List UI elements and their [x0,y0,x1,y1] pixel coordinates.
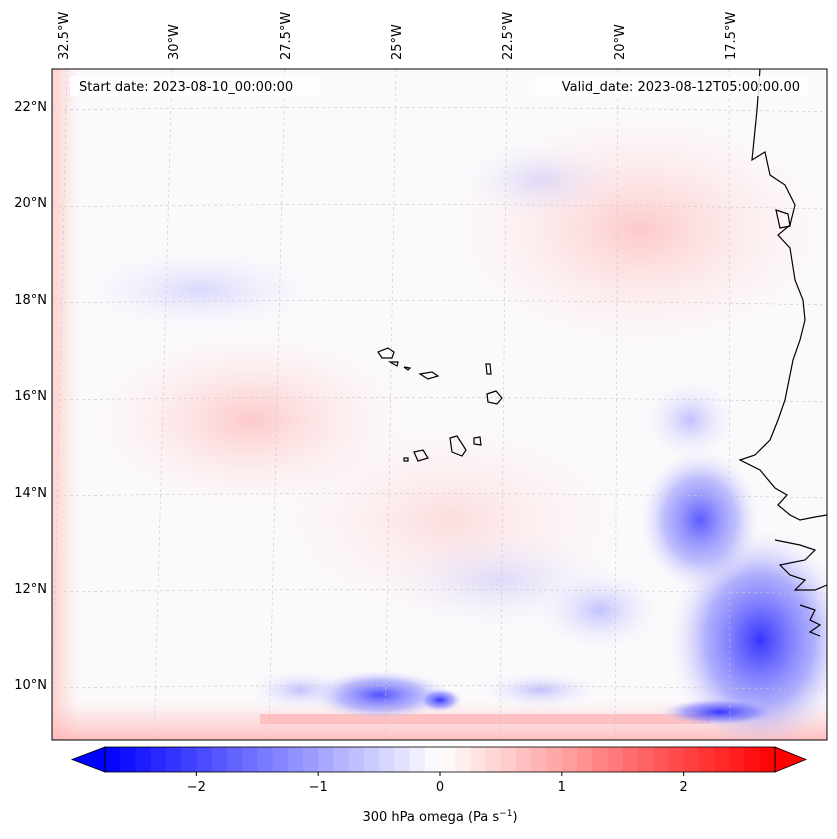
colorbar-segment [424,747,441,772]
colorbar-segment [668,747,685,772]
colorbar-segment [698,747,715,772]
colorbar-segment [272,747,289,772]
colorbar-segment [379,747,395,772]
colorbar-segment [211,747,228,772]
colorbar-segment [150,747,167,772]
lon-label: 27.5°W [279,12,294,60]
colorbar-segment [485,747,502,772]
colorbar-segment [531,747,548,772]
colorbar-max-extend [774,746,808,773]
colorbar-tick-label: −1 [309,780,328,795]
lat-label: 12°N [14,582,47,597]
lon-label: 22.5°W [501,12,516,60]
lat-label: 22°N [14,100,47,115]
colorbar-segment [577,747,593,772]
colorbar-label: 300 hPa omega (Pa s−1) [362,809,517,825]
colorbar-segment [196,747,213,772]
colorbar-segments [105,747,776,772]
lon-label: 25°W [390,24,405,60]
graticule [52,69,827,740]
colorbar-tick-label: −2 [187,780,206,795]
lat-label: 16°N [14,389,47,404]
lat-label: 20°N [14,196,47,211]
coastline [377,69,827,637]
colorbar-segment [561,747,578,772]
lat-label: 14°N [14,486,47,501]
start-date-label: Start date: 2023-08-10_00:00:00 [79,80,293,95]
colorbar: −2 −1 0 1 2 300 hPa omega (Pa s−1) [70,746,808,825]
colorbar-segment [470,747,487,772]
lat-label: 10°N [14,678,47,693]
colorbar-segment [257,747,273,772]
colorbar-segment [455,747,471,772]
colorbar-segment [333,747,350,772]
colorbar-segment [714,747,730,772]
colorbar-segment [242,747,258,772]
colorbar-segment [165,747,182,772]
colorbar-segment [744,747,761,772]
lat-label: 18°N [14,293,47,308]
latitude-labels: 22°N 20°N 18°N 16°N 14°N 12°N 10°N [14,100,47,693]
colorbar-segment [287,747,304,772]
colorbar-segment [607,747,624,772]
colorbar-segment [409,747,426,772]
lon-label: 32.5°W [57,12,72,60]
colorbar-ticks: −2 −1 0 1 2 [187,772,688,795]
longitude-labels: 32.5°W 30°W 27.5°W 25°W 22.5°W 20°W 17.5… [57,12,739,60]
colorbar-segment [318,747,334,772]
colorbar-segment [181,747,197,772]
valid-date-label: Valid_date: 2023-08-12T05:00:00.00 [562,80,800,95]
colorbar-segment [759,747,776,772]
colorbar-segment [302,747,319,772]
colorbar-segment [622,747,639,772]
lon-label: 17.5°W [724,12,739,60]
colorbar-tick-label: 2 [679,780,687,795]
colorbar-segment [440,747,456,772]
colorbar-segment [592,747,608,772]
colorbar-tick-label: 0 [436,780,444,795]
colorbar-segment [105,747,121,772]
colorbar-segment [226,747,243,772]
lon-label: 30°W [167,24,182,60]
colorbar-segment [363,747,380,772]
colorbar-segment [653,747,669,772]
colorbar-segment [500,747,517,772]
omega-field [52,69,827,740]
colorbar-tick-label: 1 [558,780,566,795]
plot-frame [51,68,828,741]
colorbar-segment [729,747,746,772]
colorbar-min-extend [70,746,106,773]
colorbar-segment [637,747,654,772]
lon-label: 20°W [613,24,628,60]
colorbar-segment [516,747,532,772]
colorbar-segment [348,747,365,772]
colorbar-segment [135,747,152,772]
colorbar-segment [683,747,700,772]
colorbar-segment [394,747,411,772]
colorbar-segment [120,747,136,772]
colorbar-segment [546,747,563,772]
